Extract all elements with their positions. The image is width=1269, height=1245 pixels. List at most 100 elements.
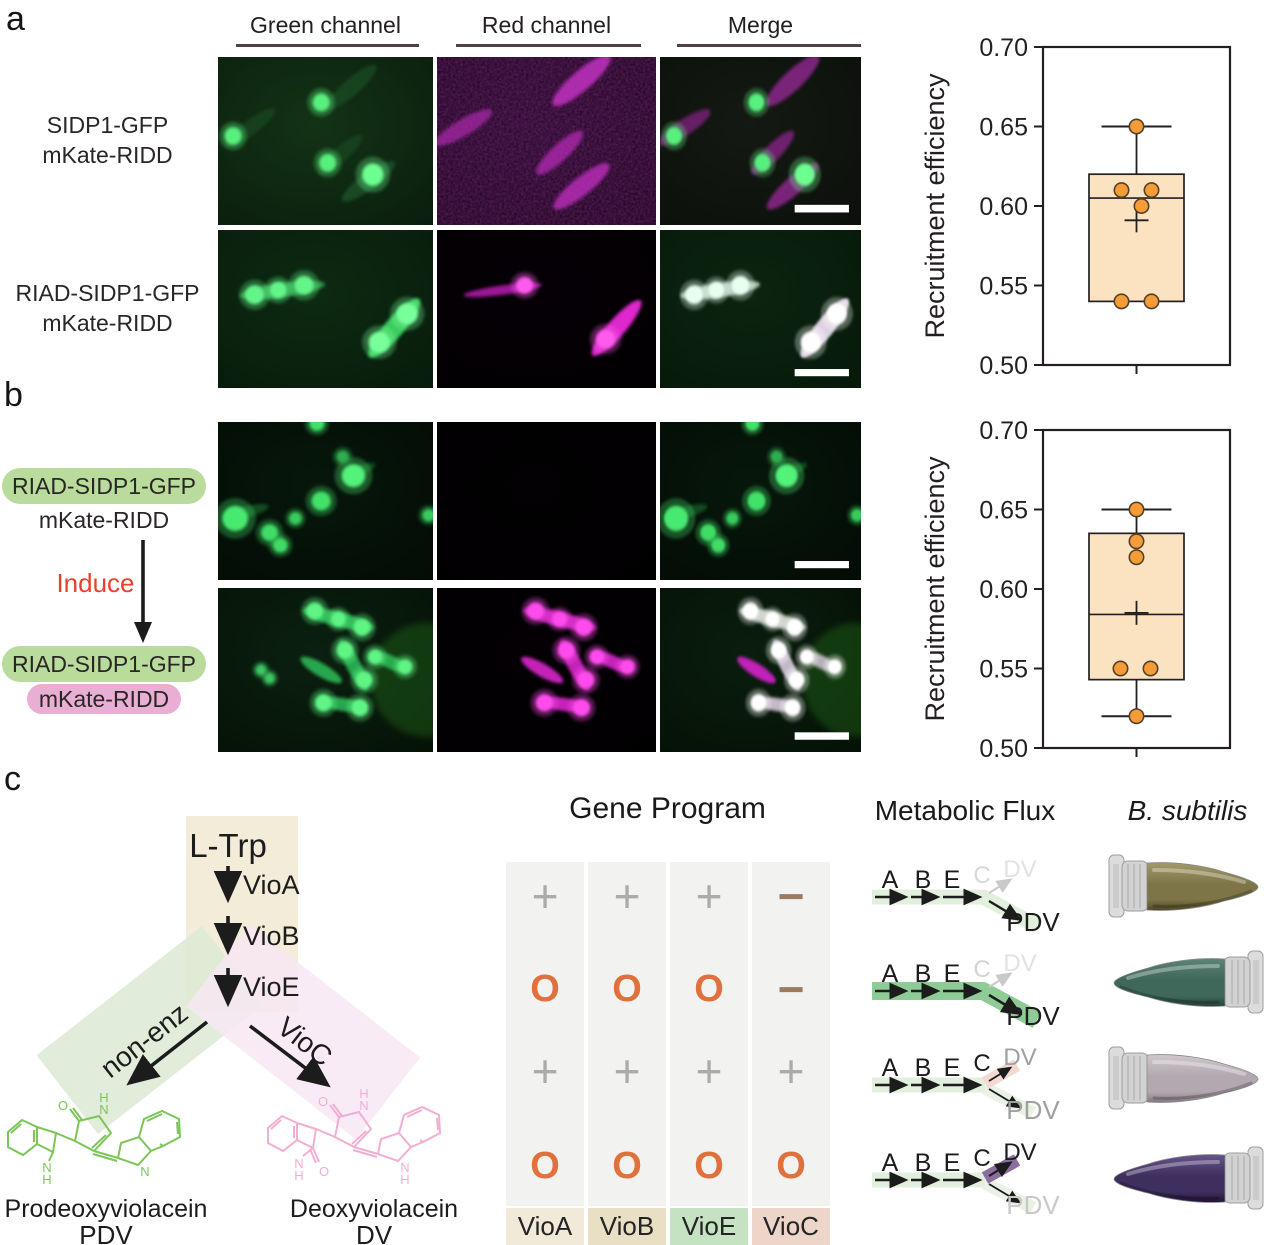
scale-bar: [794, 561, 849, 569]
micrograph-b2-merge: [660, 588, 861, 752]
product-left-abbr: PDV: [79, 1220, 133, 1245]
program-symbol-r2-VioB: O: [612, 968, 642, 1010]
svg-text:N: N: [359, 1098, 368, 1113]
scale-bar: [794, 369, 849, 377]
panel-c-label: c: [4, 760, 21, 798]
flux-row-3: A B E C DV PDV: [872, 1044, 1060, 1125]
flux-pdv-label: PDV: [1006, 1190, 1060, 1220]
program-symbol-r2-VioE: O: [694, 968, 724, 1010]
data-point: [1133, 198, 1150, 215]
induce-arrow: [134, 540, 152, 643]
product-right-name: Deoxyviolacein: [290, 1195, 458, 1223]
mean-cross: [1124, 600, 1149, 625]
construct-label-mkate-ridd-before: mKate-RIDD: [38, 507, 170, 533]
svg-text:N: N: [99, 1102, 108, 1117]
nonenz-highlight-band: [36, 925, 264, 1135]
y-axis-label: Recruitment efficiency: [920, 73, 950, 339]
svg-text:O: O: [318, 1094, 328, 1109]
micrograph-a1-red: [437, 57, 656, 225]
svg-text:H: H: [400, 1172, 409, 1187]
svg-text:N: N: [140, 1164, 149, 1179]
y-tick-label: 0.50: [979, 352, 1028, 380]
svg-text:H: H: [294, 1168, 303, 1183]
data-point: [1143, 182, 1160, 199]
flux-step-label: E: [944, 1149, 961, 1177]
row-label-a2-line1: RIAD-SIDP1-GFP: [15, 280, 200, 306]
mean-cross: [1124, 208, 1149, 233]
dv-molecule-structure: O N H N H O N H: [267, 1086, 442, 1187]
data-point: [1113, 293, 1130, 310]
flux-step-label: E: [944, 960, 961, 988]
enzyme-viob-label: VioB: [243, 921, 300, 951]
micrograph-b2-red: [437, 588, 656, 752]
program-symbol-r1-VioB: +: [613, 870, 641, 922]
header-underline-green: [236, 44, 419, 47]
micrograph-b1-red: [437, 422, 656, 580]
flux-step-label: B: [915, 866, 932, 894]
induce-label: Induce: [56, 568, 135, 598]
y-tick-label: 0.70: [979, 417, 1028, 445]
program-symbol-r1-VioC: −: [777, 870, 805, 922]
svg-text:H: H: [99, 1090, 108, 1105]
data-point: [1143, 293, 1160, 310]
enzyme-vioa-label: VioA: [243, 870, 300, 900]
substrate-label: L-Trp: [189, 827, 267, 864]
y-tick-label: 0.65: [979, 114, 1028, 142]
product-left-name: Prodeoxyviolacein: [5, 1195, 208, 1223]
gene-column-VioC: [752, 862, 830, 1206]
flux-dv-label: DV: [1003, 950, 1036, 977]
program-symbol-r3-VioC: +: [777, 1045, 805, 1097]
b-subtilis-title: B. subtilis: [1127, 795, 1248, 826]
y-tick-label: 0.60: [979, 193, 1028, 221]
flux-dv-label: DV: [1003, 1044, 1036, 1071]
column-header-green: Green channel: [250, 12, 401, 38]
flux-step-label: A: [882, 1054, 899, 1082]
micrograph-a2-red: [437, 230, 656, 388]
violacein-pathway-diagram: L-Trp VioA VioB VioE non-enz VioC O: [5, 816, 458, 1245]
y-tick-label: 0.70: [979, 34, 1028, 62]
flux-dv-label: DV: [1003, 856, 1036, 883]
program-symbol-r2-VioA: O: [530, 968, 560, 1010]
flux-row-1: A B E C DV PDV: [872, 856, 1060, 937]
y-tick-label: 0.55: [979, 656, 1028, 684]
row-label-a1-line2: mKate-RIDD: [42, 142, 173, 168]
scale-bar: [794, 732, 849, 740]
micrograph-a1-merge: [660, 57, 861, 225]
metabolic-flux-title: Metabolic Flux: [874, 795, 1056, 826]
column-header-merge: Merge: [727, 12, 794, 38]
boxplot-recruitment-a: 0.70 0.65 0.60 0.55 0.50 Recruitment efficien…: [920, 34, 1232, 380]
y-axis-label: Recruitment efficiency: [920, 456, 950, 722]
column-header-red: Red channel: [481, 12, 612, 38]
gene-column-VioE: [670, 862, 748, 1206]
y-tick-label: 0.50: [979, 735, 1028, 763]
row-label-a2: RIAD-SIDP1-GFP mKate-RIDD: [0, 278, 215, 338]
boxplot-recruitment-b: 0.70 0.65 0.60 0.55 0.50 Recruitment efficien…: [920, 417, 1232, 763]
flux-step-label: E: [944, 866, 961, 894]
flux-step-label: A: [882, 960, 899, 988]
svg-text:N: N: [42, 1160, 51, 1175]
svg-text:O: O: [319, 1164, 329, 1179]
data-point: [1142, 660, 1159, 677]
gene-footer-VioC: VioC: [752, 1208, 830, 1245]
micrograph-b1-green: [218, 422, 433, 580]
product-right-abbr: DV: [356, 1220, 393, 1245]
y-tick-label: 0.65: [979, 497, 1028, 525]
row-label-a1: SIDP1-GFP mKate-RIDD: [0, 110, 215, 170]
data-point: [1128, 118, 1145, 135]
program-symbol-r1-VioE: +: [695, 870, 723, 922]
construct-pill-riad-sidp1-gfp-after: RIAD-SIDP1-GFP: [2, 646, 206, 682]
data-point: [1128, 549, 1145, 566]
header-underline-red: [456, 44, 641, 47]
data-point: [1112, 660, 1129, 677]
gene-footer-VioB: VioB: [588, 1208, 666, 1245]
header-underline-merge: [677, 44, 861, 47]
panel-a-label: a: [6, 0, 25, 38]
program-symbol-r3-VioB: +: [613, 1045, 641, 1097]
enzyme-vioe-label: VioE: [243, 972, 300, 1002]
construct-pill-mkate-ridd-after: mKate-RIDD: [27, 684, 181, 714]
scale-bar: [794, 204, 849, 213]
program-symbol-r4-VioA: O: [530, 1145, 560, 1187]
micrograph-a2-merge: [660, 230, 861, 388]
